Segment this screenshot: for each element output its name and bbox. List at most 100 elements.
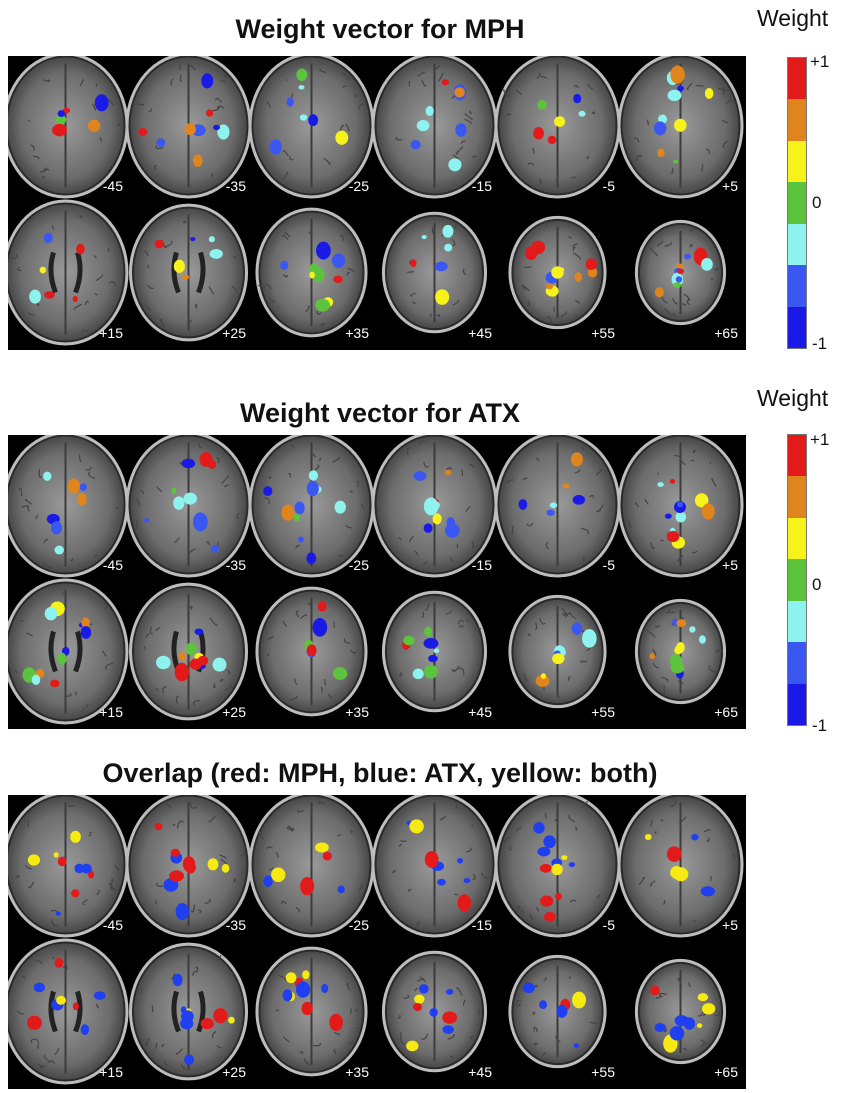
slice-z-label: -15 [472,178,492,194]
colorbar-segment [788,683,806,725]
brain-slice [8,795,129,938]
slice-z-label: +25 [222,1064,246,1080]
brain-slice [617,795,744,938]
brain-slice [371,56,498,199]
slice-z-label: -15 [472,557,492,573]
colorbar-segment [788,435,806,477]
colorbar-title-mph: Weight [757,5,829,31]
brain-slice [494,56,621,199]
colorbar-mid-label: 0 [812,575,822,594]
slice-z-label: +5 [722,178,738,194]
slice-z-label: +15 [99,325,123,341]
colorbar-max-label: +1 [810,52,830,71]
colorbar-segment [788,559,806,601]
slice-z-label: +65 [714,1064,738,1080]
slice-z-label: +45 [468,325,492,341]
colorbar-segment [788,476,806,518]
brain-slice [8,938,129,1085]
brain-slice [8,199,129,346]
brain-slice [248,56,375,199]
slice-z-label: -35 [226,178,246,194]
slice-z-label: +55 [591,325,615,341]
colorbar-mph [787,57,807,349]
colorbar-segment [788,265,806,307]
slice-z-label: -5 [603,917,616,933]
brain-slice [248,435,375,578]
brain-slice [128,203,249,342]
colorbar-min-label: -1 [812,334,828,353]
slice-z-label: -15 [472,917,492,933]
slice-z-label: +55 [591,704,615,720]
colorbar-segment [788,58,806,100]
colorbar-segment [788,642,806,684]
slice-z-label: -45 [103,178,123,194]
slice-z-label: +5 [722,917,738,933]
brain-slice [508,215,607,330]
brain-slice [634,219,727,326]
brain-slice [255,586,368,717]
panel-title-overlap: Overlap (red: MPH, blue: ATX, yellow: bo… [102,758,658,788]
slice-z-label: +15 [99,1064,123,1080]
panel-title-atx: Weight vector for ATX [239,398,521,428]
slice-z-label: -5 [603,557,616,573]
colorbar-segment [788,140,806,183]
slice-z-label: +65 [714,325,738,341]
colorbar-title-atx: Weight [757,385,829,411]
brain-slice [125,56,252,199]
brain-slice [381,950,488,1073]
brain-slice [8,56,129,199]
colorbar-segment [788,223,806,266]
brain-slice [617,435,744,578]
slice-z-label: +35 [345,325,369,341]
brain-slice [128,942,249,1081]
brain-slice [634,958,727,1065]
brain-slice [634,598,727,705]
slice-z-label: +35 [345,704,369,720]
colorbar-segment [788,517,806,560]
brain-slice [255,207,368,338]
brain-slice [248,795,375,938]
slice-z-label: +65 [714,704,738,720]
slice-z-label: +25 [222,325,246,341]
slice-z-label: +45 [468,1064,492,1080]
slice-z-label: -25 [349,917,369,933]
slice-z-label: +55 [591,1064,615,1080]
colorbar-min-label: -1 [812,716,828,735]
brain-slices-panel-mph: -45 -35 -25 -15 -5 +5 +15 +25 +35 +45 +55 +65 [8,56,746,350]
brain-slice [617,56,744,199]
brain-slice [494,795,621,938]
slice-z-label: -35 [226,557,246,573]
brain-slice [494,435,621,578]
colorbar-segment [788,182,806,224]
brain-slice [255,946,368,1077]
brain-slice [508,594,607,709]
brain-slice [381,590,488,713]
slice-z-label: +5 [722,557,738,573]
slice-z-label: -25 [349,178,369,194]
brain-slice [381,211,488,334]
brain-slice [8,578,129,725]
brain-slices-panel-overlap: -45 -35 -25 -15 -5 +5 +15 +25 +35 +45 +55 +65 [8,795,746,1089]
brain-slice [508,954,607,1069]
slice-z-label: +35 [345,1064,369,1080]
slice-z-label: -35 [226,917,246,933]
brain-slice [371,795,498,938]
colorbar-segment [788,306,806,348]
colorbar-mid-label: 0 [812,193,822,212]
brain-slices-panel-atx: -45 -35 -25 -15 -5 +5 +15 +25 +35 +45 +55 +65 [8,435,746,729]
slice-z-label: -45 [103,557,123,573]
slice-z-label: -25 [349,557,369,573]
colorbar-segment [788,99,806,141]
brain-slice [8,435,129,578]
brain-slice [125,795,252,938]
colorbar-atx [787,434,807,726]
brain-slice [125,435,252,578]
colorbar-max-label: +1 [810,430,830,449]
slice-z-label: -5 [603,178,616,194]
brain-slice [371,435,498,578]
slice-z-label: +15 [99,704,123,720]
brain-slice [128,582,249,721]
slice-z-label: +25 [222,704,246,720]
slice-z-label: -45 [103,917,123,933]
slice-z-label: +45 [468,704,492,720]
